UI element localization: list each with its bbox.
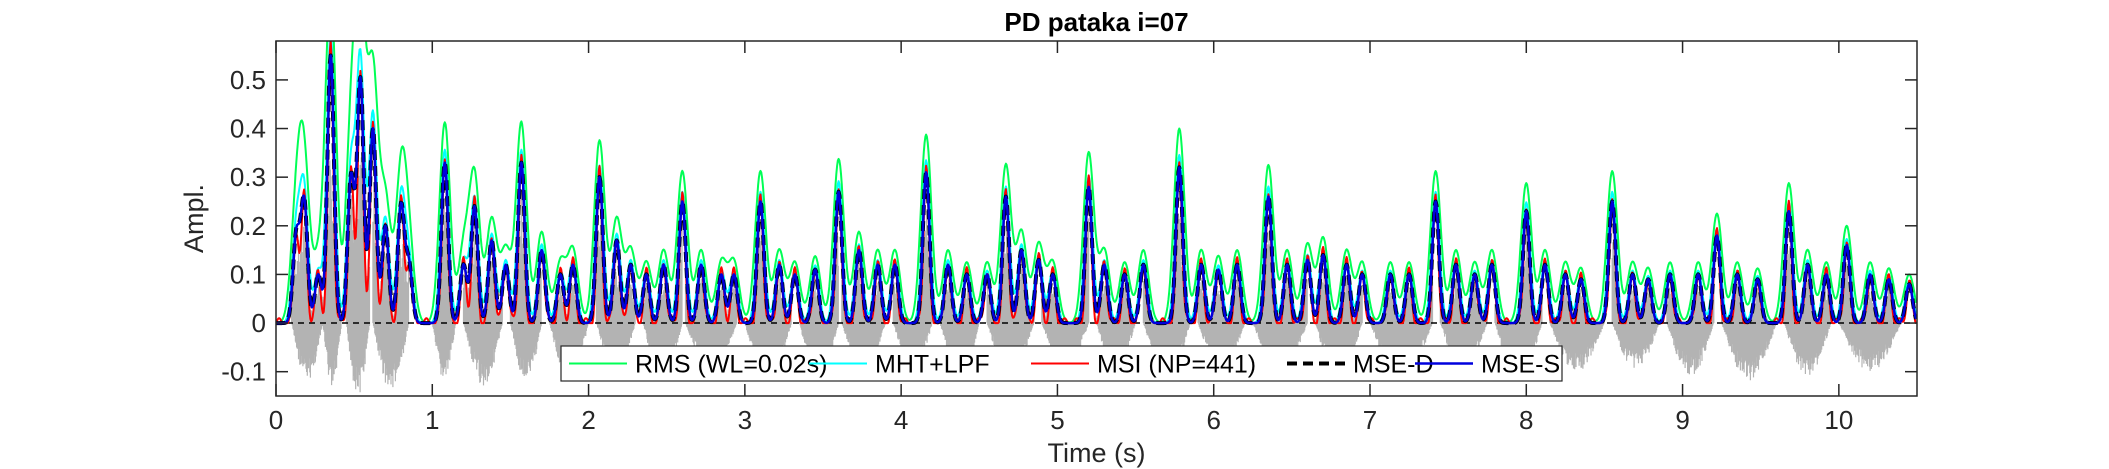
chart-title: PD pataka i=07: [1004, 7, 1188, 37]
legend-label-3: MSI (NP=441): [1097, 351, 1256, 379]
y-tick-label: 0.1: [230, 259, 266, 289]
legend-label-2: MHT+LPF: [875, 351, 990, 379]
x-tick-label: 8: [1519, 405, 1533, 435]
y-axis-title: Ampl.: [179, 184, 209, 253]
x-tick-label: 10: [1824, 405, 1853, 435]
x-tick-label: 0: [269, 405, 283, 435]
series-line-1: [276, 41, 1917, 324]
x-tick-label: 7: [1363, 405, 1377, 435]
legend: RMS (WL=0.02s) MHT+LPF MSI (NP=441) MSE-D MS…: [560, 345, 1563, 382]
y-tick-label: 0.3: [230, 162, 266, 192]
y-tick-label: 0: [252, 308, 266, 338]
x-axis-title: Time (s): [1048, 438, 1146, 468]
y-tick-label: 0.5: [230, 65, 266, 95]
x-tick-label: 2: [581, 405, 595, 435]
legend-label-5: MSE-S: [1481, 351, 1560, 379]
x-tick-label: 9: [1675, 405, 1689, 435]
plot-area: 0 1 2 3 4 5 6 7 8 9 10-0.100.10.20.30.40.5: [221, 40, 1918, 435]
legend-label-1: RMS (WL=0.02s): [635, 351, 827, 379]
axes-box: [275, 40, 1918, 397]
x-tick-label: 1: [425, 405, 439, 435]
series-line-5: [276, 54, 1917, 325]
y-tick-label: 0.2: [230, 211, 266, 241]
y-tick-label: 0.4: [230, 114, 266, 144]
waveform-signal: [291, 157, 1902, 393]
series-group: [276, 41, 1917, 393]
x-tick-label: 3: [738, 405, 752, 435]
x-tick-label: 4: [894, 405, 908, 435]
x-tick-label: 5: [1050, 405, 1064, 435]
x-tick-label: 6: [1206, 405, 1220, 435]
y-tick-label: -0.1: [221, 357, 266, 387]
